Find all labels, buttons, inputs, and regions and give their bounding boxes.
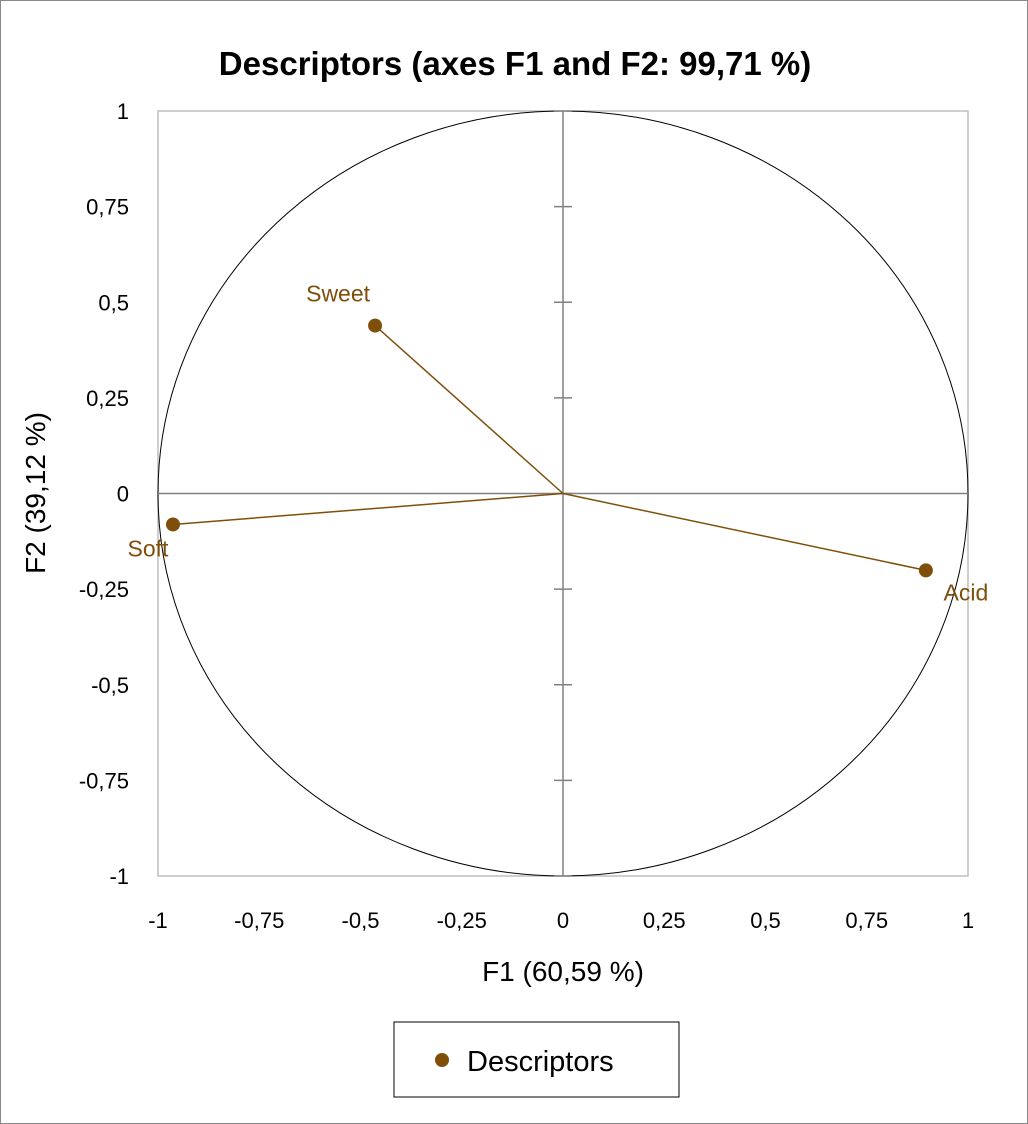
legend-marker (435, 1053, 449, 1067)
y-tick-label: 0,25 (86, 386, 129, 411)
y-tick-label: 1 (117, 99, 129, 124)
y-tick-label: 0,75 (86, 195, 129, 220)
y-tick-label: -0,5 (91, 673, 129, 698)
chart-title: Descriptors (axes F1 and F2: 99,71 %) (219, 45, 811, 82)
y-tick-label: 0,5 (98, 290, 129, 315)
x-tick-label: 1 (962, 908, 974, 933)
legend-label: Descriptors (467, 1046, 614, 1078)
vector-line (562, 492, 927, 572)
y-tick-label: -0,25 (79, 577, 129, 602)
x-tick-label: -0,75 (234, 908, 284, 933)
x-axis-label: F1 (60,59 %) (482, 956, 644, 987)
x-tick-label: 0,5 (750, 908, 781, 933)
point-label: Soft (128, 535, 170, 561)
data-point (918, 563, 933, 578)
legend (393, 1021, 680, 1098)
data-point (165, 517, 180, 532)
x-tick-label: 0,75 (845, 908, 888, 933)
y-tick-label: 0 (117, 482, 129, 507)
point-label: Acid (944, 579, 989, 605)
x-tick-label: -1 (148, 908, 168, 933)
x-tick-label: -0,5 (342, 908, 380, 933)
data-point (368, 318, 383, 333)
y-axis-label: F2 (39,12 %) (20, 412, 51, 574)
y-tick-label: -1 (109, 864, 129, 889)
x-tick-label: -0,25 (437, 908, 487, 933)
x-tick-label: 0 (557, 908, 569, 933)
vector-line (172, 492, 564, 526)
y-tick-label: -0,75 (79, 768, 129, 793)
point-label: Sweet (306, 281, 371, 307)
vector-line (374, 325, 564, 495)
x-tick-label: 0,25 (643, 908, 686, 933)
